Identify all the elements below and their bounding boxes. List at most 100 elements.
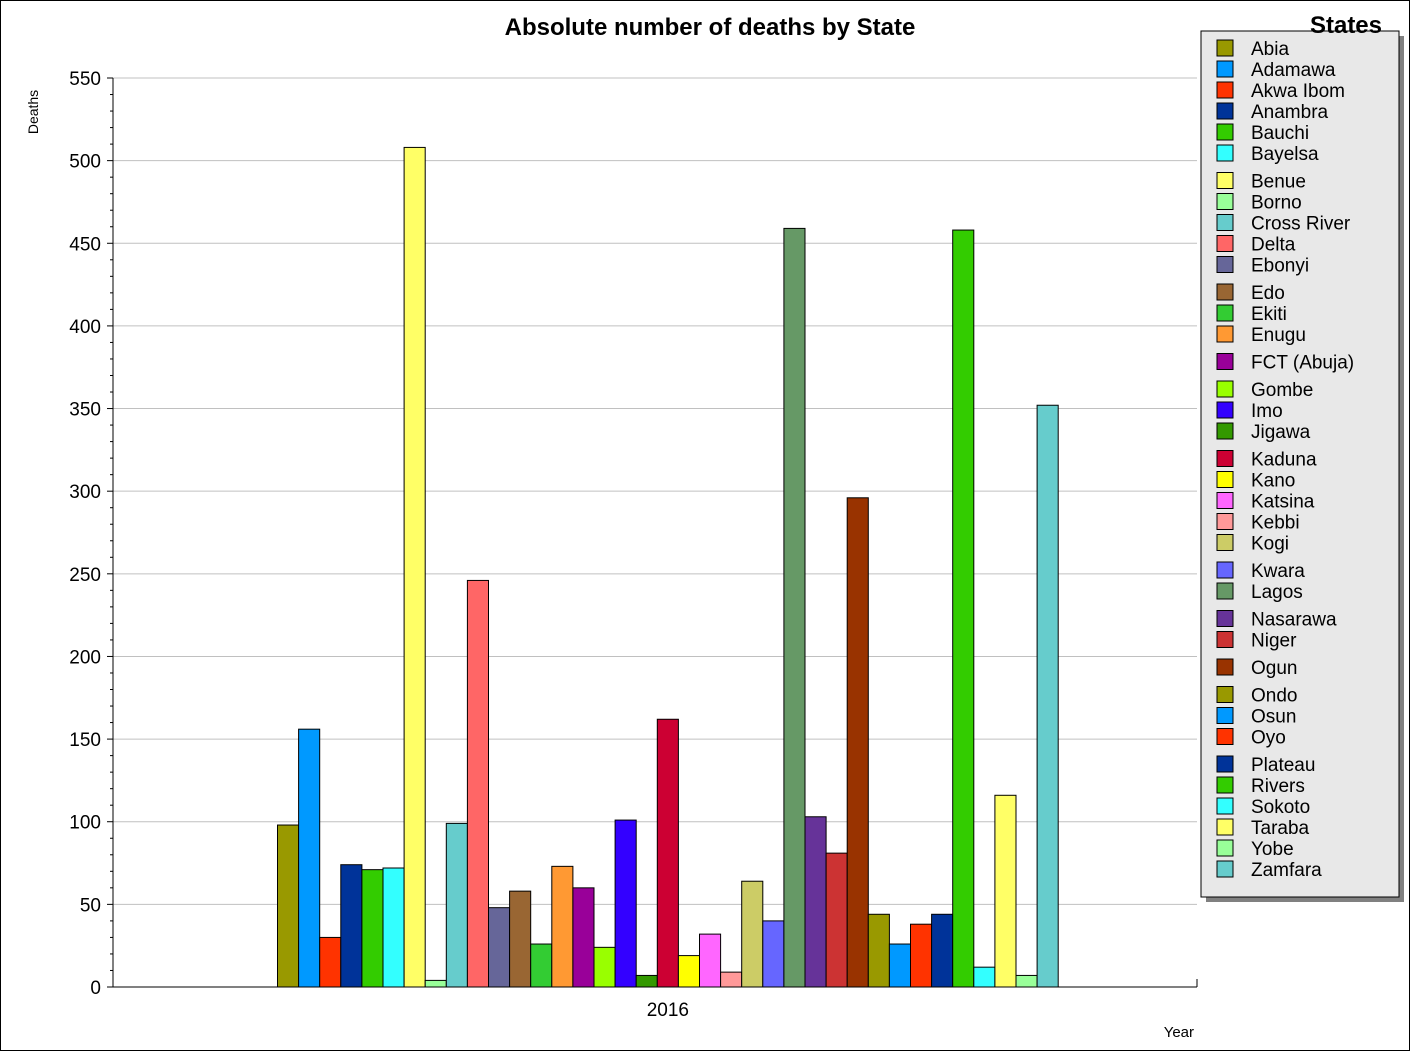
legend-swatch [1216, 582, 1234, 600]
legend-label: Edo [1251, 283, 1285, 304]
bar-kano [677, 955, 701, 988]
bar-yobe [1015, 974, 1038, 988]
y-tick-label: 250 [69, 565, 101, 586]
legend-label: Kano [1251, 471, 1295, 492]
bar-bauchi [361, 869, 384, 988]
bar-kogi [741, 880, 764, 988]
y-tick-label: 450 [69, 234, 101, 255]
legend-swatch [1216, 283, 1234, 301]
legend-swatch [1216, 839, 1234, 857]
legend-label: Akwa Ibom [1251, 81, 1345, 102]
legend-swatch [1216, 39, 1234, 57]
legend-swatch [1216, 325, 1234, 343]
bar-kebbi [720, 971, 743, 988]
bar-kwara [762, 920, 785, 988]
y-axis-label: Deaths [25, 90, 41, 134]
legend-swatch [1216, 686, 1234, 703]
legend-box [1200, 30, 1400, 898]
legend-swatch [1216, 144, 1234, 162]
legend-label: Taraba [1251, 818, 1310, 839]
bar-ogun [846, 497, 869, 988]
legend-swatch [1216, 776, 1234, 794]
chart-title: Absolute number of deaths by State [505, 14, 916, 41]
bar-cross-river [445, 822, 468, 988]
y-tick-label: 550 [69, 69, 101, 90]
y-tick-label: 150 [69, 730, 101, 751]
legend-label: Plateau [1251, 755, 1315, 776]
legend-swatch [1216, 513, 1234, 530]
bar-lagos [783, 227, 806, 988]
legend-label: Bauchi [1251, 123, 1309, 144]
legend-label: Ekiti [1251, 304, 1287, 325]
x-tick-label: 2016 [647, 1000, 689, 1021]
y-tick-label: 100 [69, 813, 101, 834]
legend-swatch [1216, 60, 1234, 78]
legend-label: Osun [1251, 707, 1296, 728]
legend-swatch [1216, 860, 1234, 878]
legend-swatch [1216, 561, 1234, 579]
legend-title: States [1310, 12, 1382, 39]
legend-swatch [1216, 797, 1234, 815]
legend-label: Imo [1251, 401, 1283, 422]
legend-label: Jigawa [1251, 422, 1311, 443]
legend-label: Zamfara [1251, 860, 1322, 881]
legend-swatch [1216, 214, 1234, 231]
legend-label: Ebonyi [1251, 256, 1309, 277]
bar-zamfara [1036, 404, 1059, 988]
bar-kaduna [656, 718, 679, 988]
legend-label: Katsina [1251, 492, 1315, 513]
legend-label: Niger [1251, 631, 1297, 652]
legend-swatch [1216, 631, 1234, 648]
y-tick-label: 0 [90, 978, 101, 999]
legend-swatch [1216, 658, 1234, 676]
bar-bayelsa [382, 867, 405, 988]
bar-oyo [910, 923, 933, 988]
legend-label: Ondo [1251, 686, 1297, 707]
y-tick-label: 300 [69, 482, 101, 503]
bar-sokoto [973, 966, 996, 988]
legend-label: Oyo [1251, 728, 1286, 749]
legend-label: Gombe [1251, 380, 1313, 401]
legend-swatch [1216, 81, 1234, 99]
legend-swatch [1216, 172, 1234, 189]
legend-swatch [1216, 401, 1234, 419]
bar-imo [614, 819, 637, 988]
bar-enugu [551, 865, 574, 988]
y-tick-label: 400 [69, 317, 101, 338]
legend-label: Enugu [1251, 325, 1306, 346]
bars [277, 146, 1059, 988]
legend-label: Ogun [1251, 658, 1297, 679]
bar-delta [466, 579, 489, 988]
legend-swatch [1216, 450, 1234, 467]
legend-swatch [1216, 755, 1234, 773]
legend-label: Borno [1251, 193, 1302, 214]
legend-swatch [1216, 728, 1234, 745]
bar-rivers [952, 229, 975, 988]
bar-akwa-ibom [319, 936, 342, 988]
y-tick-label: 50 [80, 895, 101, 916]
legend-label: FCT (Abuja) [1251, 353, 1354, 374]
legend-label: Kogi [1251, 534, 1289, 555]
bar-taraba [994, 794, 1017, 988]
bar-abia [277, 824, 300, 988]
bar-niger [825, 852, 848, 988]
legend-swatch [1216, 235, 1234, 252]
bar-ondo [867, 913, 890, 988]
bar-ekiti [530, 943, 553, 988]
bar-borno [424, 979, 447, 988]
legend-swatch [1216, 193, 1234, 210]
legend-swatch [1216, 818, 1234, 836]
legend-swatch [1216, 492, 1234, 509]
legend-label: Bayelsa [1251, 144, 1319, 165]
legend-swatch [1216, 380, 1234, 398]
bar-adamawa [298, 728, 321, 988]
bar-fct-abuja [572, 887, 595, 988]
legend-label: Kaduna [1251, 450, 1317, 471]
axes: 0 50 100 150 200 250 300 350 400 450 500 550 2016 [69, 69, 1198, 1021]
bar-nasarawa [804, 816, 827, 988]
legend-label: Yobe [1251, 839, 1294, 860]
legend-label: Anambra [1251, 102, 1329, 123]
legend-swatch [1216, 707, 1234, 724]
legend-swatch [1216, 422, 1234, 440]
